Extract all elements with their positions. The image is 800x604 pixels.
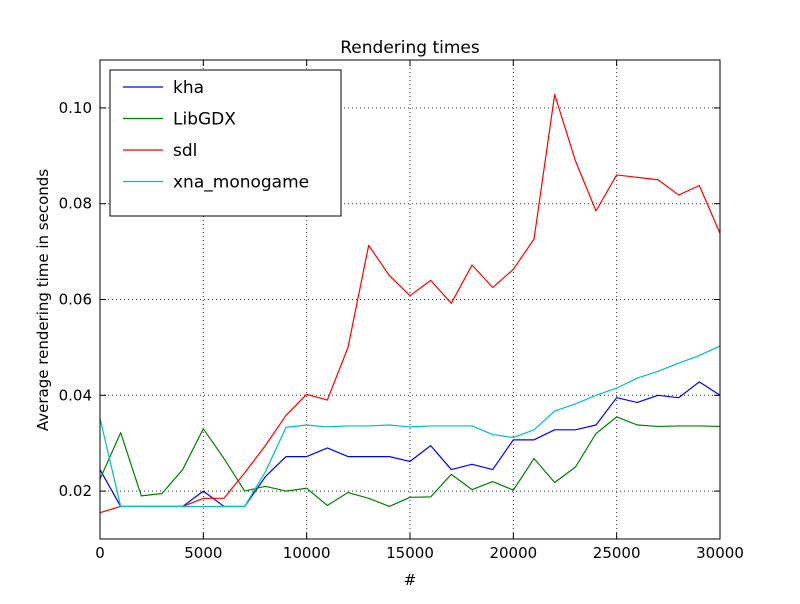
y-tick-label: 0.06 <box>59 291 92 309</box>
x-tick-label: 25000 <box>593 544 641 562</box>
x-tick-label: 0 <box>95 544 105 562</box>
legend-label-xna_monogame: xna_monogame <box>173 173 309 193</box>
x-tick-label: 5000 <box>184 544 222 562</box>
y-tick-label: 0.08 <box>59 195 92 213</box>
series-line-kha <box>99 381 721 508</box>
x-tick-label: 15000 <box>386 544 434 562</box>
legend: kha LibGDX sdl xna_monogame <box>109 69 342 217</box>
legend-label-LibGDX: LibGDX <box>173 110 236 130</box>
x-axis-label: # <box>404 571 417 589</box>
chart-title: Rendering times <box>340 38 480 58</box>
series-line-LibGDX <box>99 416 721 508</box>
series-lines <box>99 93 721 514</box>
y-tick-label: 0.02 <box>59 482 92 500</box>
series-line-xna_monogame <box>99 345 721 508</box>
legend-box <box>109 69 342 217</box>
x-tick-label: 20000 <box>489 544 537 562</box>
legend-label-sdl: sdl <box>173 141 197 161</box>
x-tick-label: 30000 <box>696 544 744 562</box>
x-tick-label: 10000 <box>283 544 331 562</box>
y-axis-label: Average rendering time in seconds <box>34 169 52 431</box>
grid <box>100 60 720 539</box>
legend-label-kha: kha <box>173 78 204 98</box>
series-line-sdl <box>99 93 721 514</box>
y-tick-label: 0.10 <box>59 99 92 117</box>
y-tick-label: 0.04 <box>59 386 92 404</box>
axis-ticks: 0 5000 10000 15000 20000 25000 30000 0.02 0.04 0.… <box>59 60 744 562</box>
